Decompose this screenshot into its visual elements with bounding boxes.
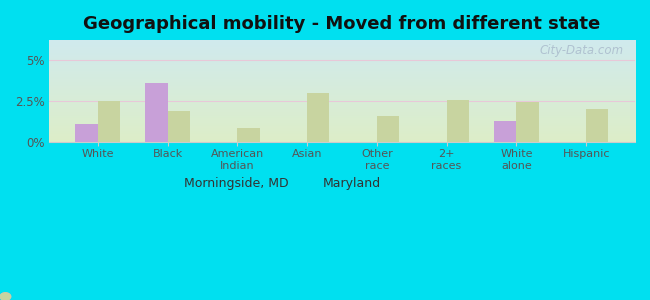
Bar <box>307 93 330 142</box>
Title: Geographical mobility - Moved from different state: Geographical mobility - Moved from diffe… <box>83 15 601 33</box>
Legend: Morningside, MD, Maryland: Morningside, MD, Maryland <box>158 172 385 195</box>
Bar <box>516 102 539 142</box>
Bar <box>75 124 98 142</box>
Text: City-Data.com: City-Data.com <box>539 44 623 57</box>
Bar <box>98 101 120 142</box>
Bar <box>377 116 399 142</box>
Bar <box>494 121 516 142</box>
Bar <box>237 128 259 142</box>
Bar <box>168 111 190 142</box>
Bar <box>447 100 469 142</box>
Bar <box>586 109 608 142</box>
Bar <box>145 83 168 142</box>
